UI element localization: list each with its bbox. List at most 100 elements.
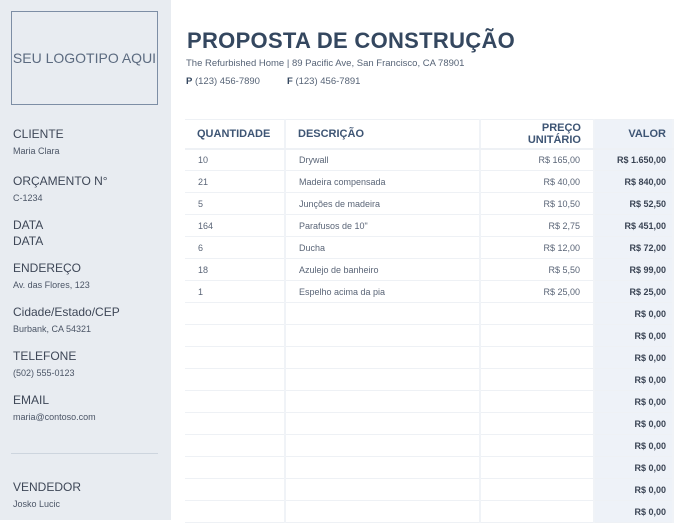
amount-cell[interactable]: R$ 840,00 (594, 170, 674, 193)
amount-cell[interactable]: R$ 0,00 (594, 368, 674, 391)
description-cell[interactable] (285, 302, 481, 325)
unit-price-cell[interactable] (480, 302, 595, 325)
city-field: Cidade/Estado/CEP Burbank, CA 54321 (13, 305, 120, 334)
quantity-cell[interactable]: 6 (185, 236, 286, 259)
unit-price-cell[interactable] (480, 500, 595, 523)
unit-price-cell[interactable] (480, 368, 595, 391)
table-row: R$ 0,00 (185, 456, 674, 479)
quantity-cell[interactable]: 21 (185, 170, 286, 193)
amount-cell[interactable]: R$ 0,00 (594, 478, 674, 501)
table-row: 6 Ducha R$ 12,00 R$ 72,00 (185, 236, 674, 259)
unit-price-cell[interactable] (480, 324, 595, 347)
amount-cell[interactable]: R$ 451,00 (594, 214, 674, 237)
quantity-cell[interactable] (185, 302, 286, 325)
quantity-cell[interactable]: 10 (185, 148, 286, 171)
quantity-cell[interactable] (185, 478, 286, 501)
quantity-cell[interactable]: 164 (185, 214, 286, 237)
address-value[interactable]: Av. das Flores, 123 (13, 280, 90, 290)
amount-cell[interactable]: R$ 72,00 (594, 236, 674, 259)
quantity-cell[interactable] (185, 412, 286, 435)
city-value[interactable]: Burbank, CA 54321 (13, 324, 92, 334)
phone-value[interactable]: (502) 555-0123 (13, 368, 75, 378)
column-header-description: DESCRIÇÃO (285, 119, 481, 150)
unit-price-cell[interactable]: R$ 10,50 (480, 192, 595, 215)
table-row: R$ 0,00 (185, 368, 674, 391)
table-row: 164 Parafusos de 10" R$ 2,75 R$ 451,00 (185, 214, 674, 237)
seller-value[interactable]: Josko Lucic (13, 499, 61, 509)
logo-placeholder[interactable]: SEU LOGOTIPO AQUI (11, 11, 158, 105)
amount-cell[interactable]: R$ 0,00 (594, 346, 674, 369)
table-row: R$ 0,00 (185, 390, 674, 413)
quantity-cell[interactable] (185, 368, 286, 391)
company-address: The Refurbished Home | 89 Pacific Ave, S… (186, 58, 465, 69)
description-cell[interactable]: Azulejo de banheiro (285, 258, 481, 281)
client-value[interactable]: Maria Clara (13, 146, 60, 156)
quantity-cell[interactable] (185, 390, 286, 413)
quantity-cell[interactable] (185, 324, 286, 347)
unit-price-cell[interactable]: R$ 40,00 (480, 170, 595, 193)
divider (11, 453, 158, 454)
email-label: EMAIL (13, 393, 50, 407)
description-cell[interactable] (285, 390, 481, 413)
company-phone: P (123) 456-7890 (186, 76, 260, 87)
quote-value[interactable]: C-1234 (13, 193, 43, 203)
quantity-cell[interactable]: 18 (185, 258, 286, 281)
unit-price-cell[interactable]: R$ 12,00 (480, 236, 595, 259)
description-cell[interactable] (285, 368, 481, 391)
table-row: R$ 0,00 (185, 500, 674, 523)
table-row: 18 Azulejo de banheiro R$ 5,50 R$ 99,00 (185, 258, 674, 281)
date-value[interactable]: DATA (13, 234, 44, 248)
amount-cell[interactable]: R$ 0,00 (594, 434, 674, 457)
description-cell[interactable]: Parafusos de 10" (285, 214, 481, 237)
description-cell[interactable] (285, 346, 481, 369)
amount-cell[interactable]: R$ 52,50 (594, 192, 674, 215)
amount-cell[interactable]: R$ 0,00 (594, 412, 674, 435)
table-row: 10 Drywall R$ 165,00 R$ 1.650,00 (185, 148, 674, 171)
unit-price-cell[interactable]: R$ 5,50 (480, 258, 595, 281)
unit-price-cell[interactable] (480, 390, 595, 413)
description-cell[interactable] (285, 434, 481, 457)
amount-cell[interactable]: R$ 0,00 (594, 302, 674, 325)
phone-prefix: P (186, 76, 193, 87)
amount-cell[interactable]: R$ 1.650,00 (594, 148, 674, 171)
unit-price-cell[interactable] (480, 412, 595, 435)
unit-price-cell[interactable]: R$ 165,00 (480, 148, 595, 171)
quantity-cell[interactable] (185, 500, 286, 523)
amount-cell[interactable]: R$ 99,00 (594, 258, 674, 281)
amount-cell[interactable]: R$ 0,00 (594, 500, 674, 523)
seller-field: VENDEDOR Josko Lucic (13, 480, 81, 509)
unit-price-cell[interactable] (480, 346, 595, 369)
unit-price-cell[interactable] (480, 456, 595, 479)
description-cell[interactable] (285, 412, 481, 435)
unit-price-cell[interactable] (480, 434, 595, 457)
unit-price-cell[interactable]: R$ 2,75 (480, 214, 595, 237)
phone-number: (123) 456-7890 (194, 76, 260, 87)
description-cell[interactable]: Junções de madeira (285, 192, 481, 215)
email-value[interactable]: maria@contoso.com (13, 412, 96, 422)
description-cell[interactable]: Espelho acima da pia (285, 280, 481, 303)
description-cell[interactable] (285, 500, 481, 523)
quantity-cell[interactable]: 1 (185, 280, 286, 303)
description-cell[interactable] (285, 324, 481, 347)
quote-field: ORÇAMENTO N° C-1234 (13, 174, 108, 203)
date-field: DATA DATA (13, 218, 43, 249)
unit-price-cell[interactable]: R$ 25,00 (480, 280, 595, 303)
seller-label: VENDEDOR (13, 480, 82, 494)
amount-cell[interactable]: R$ 0,00 (594, 456, 674, 479)
sidebar: SEU LOGOTIPO AQUI CLIENTE Maria Clara OR… (0, 0, 171, 520)
amount-cell[interactable]: R$ 0,00 (594, 390, 674, 413)
amount-cell[interactable]: R$ 25,00 (594, 280, 674, 303)
quantity-cell[interactable] (185, 346, 286, 369)
quantity-cell[interactable]: 5 (185, 192, 286, 215)
description-cell[interactable]: Drywall (285, 148, 481, 171)
description-cell[interactable] (285, 478, 481, 501)
quantity-cell[interactable] (185, 456, 286, 479)
city-label: Cidade/Estado/CEP (13, 305, 120, 319)
unit-price-cell[interactable] (480, 478, 595, 501)
description-cell[interactable] (285, 456, 481, 479)
quantity-cell[interactable] (185, 434, 286, 457)
phone-label: TELEFONE (13, 349, 77, 363)
description-cell[interactable]: Madeira compensada (285, 170, 481, 193)
amount-cell[interactable]: R$ 0,00 (594, 324, 674, 347)
description-cell[interactable]: Ducha (285, 236, 481, 259)
